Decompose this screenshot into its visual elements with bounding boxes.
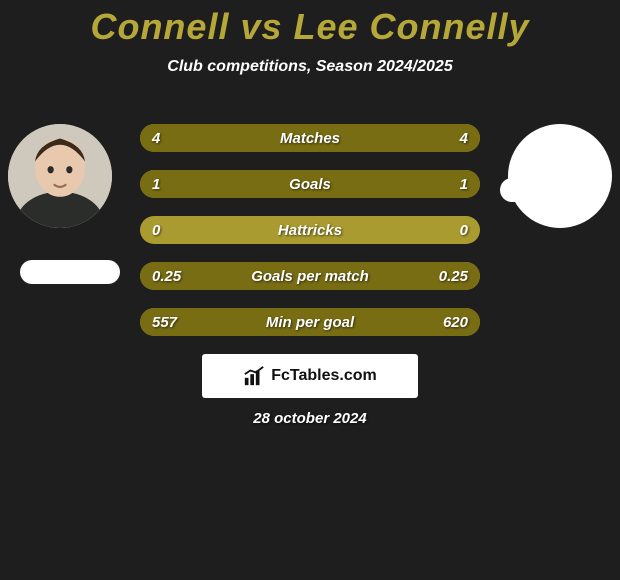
person-photo-icon: [8, 124, 112, 228]
bar-chart-icon: [243, 365, 265, 387]
player-left-name-pill: [20, 260, 120, 284]
stat-label: Matches: [140, 124, 480, 152]
brand-badge: FcTables.com: [202, 354, 418, 398]
player-right-name-pill: [500, 178, 600, 202]
stat-row: 44Matches: [140, 124, 480, 152]
date-line: 28 october 2024: [0, 410, 620, 427]
stat-label: Hattricks: [140, 216, 480, 244]
player-left-avatar: [8, 124, 112, 228]
stat-label: Min per goal: [140, 308, 480, 336]
brand-text: FcTables.com: [271, 367, 377, 385]
stat-label: Goals: [140, 170, 480, 198]
page-title: Connell vs Lee Connelly: [0, 0, 620, 48]
stats-rows: 44Matches 11Goals 00Hattricks 0.250.25Goals…: [140, 124, 480, 354]
stat-label: Goals per match: [140, 262, 480, 290]
stat-row: 557620Min per goal: [140, 308, 480, 336]
player-right-avatar: [508, 124, 612, 228]
stat-row: 00Hattricks: [140, 216, 480, 244]
stat-row: 11Goals: [140, 170, 480, 198]
stat-row: 0.250.25Goals per match: [140, 262, 480, 290]
subtitle: Club competitions, Season 2024/2025: [0, 58, 620, 76]
